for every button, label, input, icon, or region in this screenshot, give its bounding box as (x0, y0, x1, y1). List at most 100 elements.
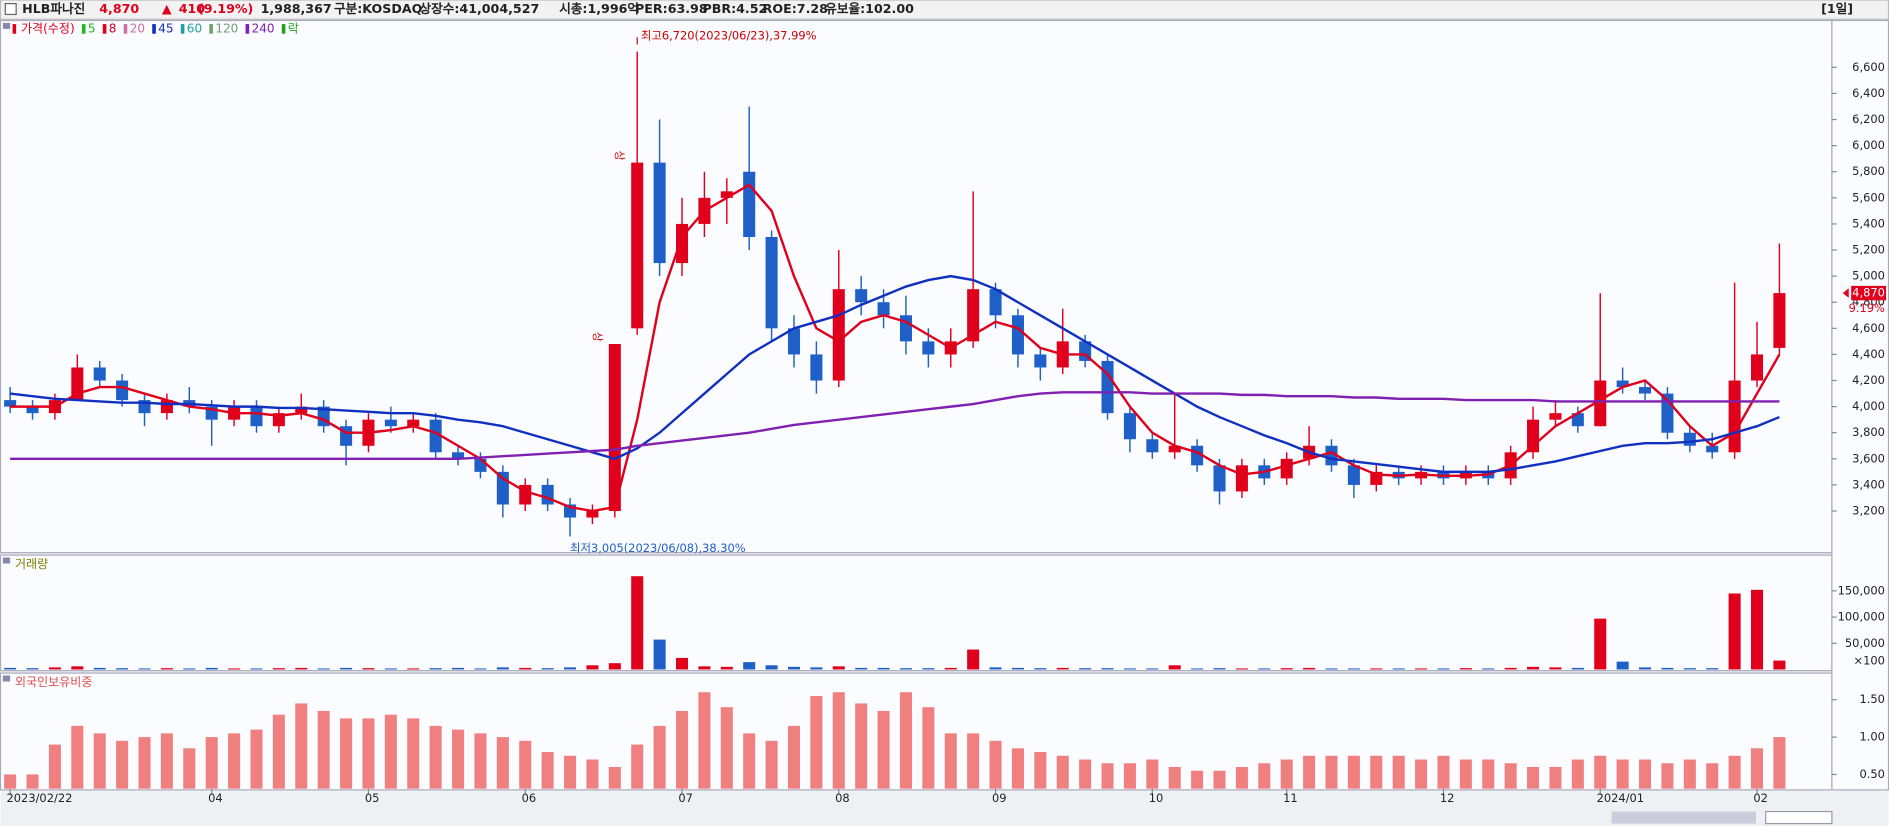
candle-body (1146, 439, 1159, 453)
candle-body (1706, 445, 1719, 453)
y-tick-label: 6,400 (1852, 86, 1885, 100)
foreign-bar (1750, 748, 1764, 789)
volume-bar (1616, 661, 1629, 670)
candle-body (720, 191, 733, 198)
foreign-bar (1773, 737, 1786, 789)
volume-bar (26, 668, 39, 670)
foreign-bar (1437, 755, 1450, 789)
market-cap: 시총:1,996억 (559, 1, 639, 16)
candle-body (832, 289, 845, 381)
candle-body (1011, 315, 1024, 355)
candle-body (1549, 413, 1562, 420)
volume-bar (228, 668, 241, 670)
volume-bar (496, 667, 509, 670)
last-change-label: 9.19% (1849, 301, 1885, 315)
y-tick-label: 6,600 (1852, 60, 1885, 74)
foreign-bar (1482, 759, 1495, 789)
x-tick-label: 06 (522, 791, 537, 805)
legend-label: 120 (215, 21, 238, 35)
foreign-bar (1571, 759, 1584, 789)
foreign-bar (1639, 759, 1652, 789)
panel-icon (2, 675, 11, 682)
foreign-bar (340, 718, 353, 789)
candle-body (989, 289, 1002, 316)
foreign-bar (877, 710, 890, 789)
foreign-bar (4, 774, 17, 789)
volume-bar (1303, 667, 1316, 670)
candle-body (765, 236, 778, 329)
volume-bar (877, 667, 890, 670)
y-tick-label: 3,200 (1852, 504, 1885, 518)
foreign-bar (1527, 766, 1540, 789)
foreign-bar (944, 733, 957, 789)
volume-bar (1056, 667, 1069, 670)
volume-bar (116, 668, 129, 670)
candle-body (1571, 413, 1584, 427)
arrow: ▲ (162, 1, 172, 16)
candle-body (1280, 458, 1293, 479)
volume-bar (1571, 667, 1584, 670)
y-tick-label: 3,400 (1852, 477, 1885, 491)
volume-bar (1011, 667, 1024, 670)
zoom-slider[interactable] (1765, 810, 1833, 825)
y-tick-label: 50,000 (1845, 636, 1885, 650)
x-tick-label: 08 (835, 791, 850, 805)
volume-bar (1504, 667, 1517, 670)
candle-body (1213, 465, 1226, 492)
volume-bar (1191, 668, 1204, 670)
volume-bar (452, 667, 465, 670)
legend-swatch (180, 24, 185, 34)
menu-box[interactable] (4, 3, 17, 16)
volume-bar (407, 668, 420, 670)
volume-bar (1280, 668, 1293, 670)
volume-bar (1482, 668, 1495, 670)
candle-body (1101, 360, 1114, 414)
volume-bar (855, 667, 868, 670)
foreign-bar (519, 740, 532, 789)
candle-body (1347, 465, 1360, 485)
volume-bar (1079, 668, 1092, 670)
price: 4,870 (99, 1, 139, 16)
candle-body (967, 289, 980, 342)
volume-bar (295, 667, 308, 670)
foreign-bar (1280, 759, 1293, 789)
volume-bar (340, 667, 353, 670)
y-tick-label: 6,200 (1852, 112, 1885, 126)
foreign-bar (810, 695, 823, 789)
volume-bar (71, 666, 84, 670)
volume-unit: ×100 (1854, 654, 1885, 668)
candle-body (1168, 445, 1181, 453)
foreign-bar (1325, 755, 1338, 789)
candle-body (452, 452, 465, 459)
volume-bar (765, 665, 778, 670)
candle-body (407, 419, 420, 427)
foreign-bar (1504, 763, 1517, 789)
foreign-bar (1616, 759, 1629, 789)
foreign-bar (429, 725, 442, 789)
candle-body (4, 400, 17, 407)
period[interactable]: [1일] (1821, 1, 1853, 16)
volume-bar (720, 666, 733, 670)
candle-body (496, 471, 509, 505)
moving-average (10, 183, 1781, 513)
legend-swatch (123, 24, 128, 34)
volume-bar (1728, 593, 1741, 670)
limit-up-marker: 상 (591, 332, 604, 342)
volume-bar (1415, 668, 1428, 670)
legend-swatch (81, 24, 86, 34)
candle-body (1123, 413, 1136, 440)
scrollbar-thumb[interactable] (1611, 811, 1757, 824)
candle-body (631, 162, 644, 329)
foreign-bar (1683, 759, 1696, 789)
legend-swatch (102, 24, 107, 34)
market: 구분:KOSDAQ (334, 1, 423, 16)
legend-swatch (281, 24, 286, 34)
legend-swatch (209, 24, 213, 34)
volume-bar (1750, 589, 1764, 670)
foreign-bar (272, 714, 285, 789)
candle-body (743, 171, 756, 237)
foreign-bar (1235, 766, 1248, 789)
foreign-bar (452, 729, 465, 789)
legend-label: 5 (88, 21, 96, 35)
